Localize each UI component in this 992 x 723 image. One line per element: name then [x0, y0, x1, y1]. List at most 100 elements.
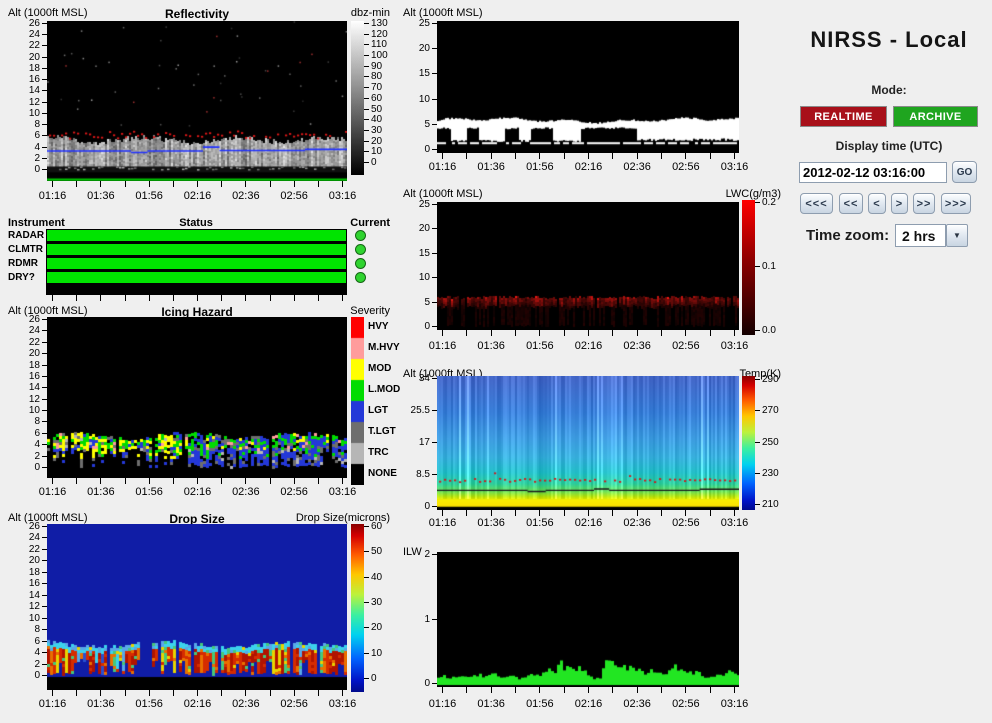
- icing-ytick-label: 16: [28, 370, 40, 382]
- lwc-xtick-label: 01:56: [526, 340, 554, 352]
- icing-xtick-label: 02:56: [280, 486, 308, 498]
- ilw-ytick: [432, 554, 437, 555]
- time-nav-button-2[interactable]: <<: [839, 193, 863, 214]
- time-nav-button-3[interactable]: <: [868, 193, 886, 214]
- lwc-xtick: [588, 330, 589, 336]
- cloud-ytick-label: 25: [418, 18, 430, 29]
- icing-xtick-label: 01:16: [38, 486, 67, 498]
- temp-ytick: [432, 506, 437, 507]
- ilw-xtick: [588, 687, 589, 693]
- dropsize-ytick-label: 4: [34, 647, 40, 659]
- icing-ytick: [42, 319, 47, 320]
- lwc-ytick: [432, 277, 437, 279]
- time-nav-button-4[interactable]: >: [891, 193, 908, 214]
- reflectivity-xtick-label: 01:56: [135, 190, 163, 202]
- time-zoom-select[interactable]: 2 hrs: [895, 224, 946, 247]
- ilw-xtick: [466, 687, 468, 693]
- lwc-ytick-label: 5: [424, 296, 430, 308]
- icing-xtick: [124, 478, 126, 484]
- ilw-xtick-label: 03:16: [720, 698, 749, 710]
- ilw-xtick: [612, 687, 614, 693]
- reflectivity-cbar-tick-label: 20: [371, 135, 383, 147]
- status-xtick: [269, 295, 271, 301]
- time-nav-button-1[interactable]: <<<: [800, 193, 833, 214]
- reflectivity-ytick: [42, 101, 47, 103]
- ilw-xtick: [490, 687, 492, 693]
- reflectivity-xtick: [124, 181, 126, 187]
- dropsize-xtick: [76, 690, 78, 696]
- reflectivity-cbar-tick-label: 100: [371, 50, 388, 62]
- dropsize-ytick: [42, 606, 47, 608]
- dropsize-cbar-tick-label: 50: [371, 546, 383, 558]
- ilw-xtick: [539, 687, 541, 693]
- display-time-input[interactable]: [799, 162, 947, 183]
- temp-cbar-tick-label: 270: [762, 405, 779, 417]
- ilw-xtick-label: 02:16: [574, 698, 603, 710]
- icing-xtick: [197, 478, 198, 484]
- ilw-ytick-label: 2: [424, 549, 430, 560]
- lwc-xtick: [515, 330, 516, 336]
- lwc-xtick: [636, 330, 638, 336]
- ilw-xtick-label: 01:36: [477, 698, 505, 710]
- temp-ytick-label: 25.5: [410, 404, 430, 416]
- reflectivity-cbar-tick: [364, 162, 369, 163]
- lwc-ytick: [432, 204, 437, 205]
- dropsize-xtick-label: 01:16: [38, 698, 67, 710]
- lwc-ytick-label: 20: [418, 223, 430, 235]
- dropsize-cbar-tick: [364, 526, 369, 527]
- temp-xtick: [734, 510, 735, 516]
- reflectivity-cbar-tick: [364, 44, 369, 46]
- reflectivity-xtick: [293, 181, 295, 187]
- lwc-xtick-label: 03:16: [720, 340, 749, 352]
- reflectivity-xtick-label: 02:56: [280, 190, 308, 202]
- icing-severity-label: NONE: [368, 467, 397, 479]
- lwc-cbar-tick-label: 0.1: [762, 261, 776, 272]
- reflectivity-cbar-tick-label: 70: [371, 82, 383, 94]
- lwc-ytick: [432, 228, 437, 230]
- time-zoom-dropdown-button[interactable]: ▼: [946, 224, 968, 247]
- temp-xtick: [539, 510, 541, 516]
- dropsize-xtick-label: 01:36: [87, 698, 115, 710]
- dropsize-cbar-tick-label: 30: [371, 597, 383, 608]
- temp-xtick-label: 02:16: [574, 517, 603, 529]
- ilw-xtick: [636, 687, 638, 693]
- reflectivity-ytick: [42, 90, 47, 92]
- reflectivity-xtick: [148, 181, 150, 187]
- temp-xtick: [636, 510, 638, 516]
- icing-ytick: [42, 432, 47, 434]
- archive-button[interactable]: ARCHIVE: [893, 106, 978, 127]
- ilw-xtick: [661, 687, 662, 693]
- reflectivity-ytick-label: 6: [34, 130, 40, 142]
- cloud-ytick-label: 20: [418, 43, 430, 55]
- dropsize-ytick-label: 20: [28, 555, 40, 567]
- reflectivity-title: Reflectivity: [164, 7, 230, 21]
- dropsize-cbar-tick-label: 10: [371, 647, 383, 659]
- dropsize-ytick: [42, 640, 47, 642]
- dropsize-xtick: [245, 690, 247, 696]
- dropsize-ytick: [42, 525, 47, 527]
- ilw-xtick: [442, 687, 443, 693]
- dropsize-xtick: [221, 690, 223, 696]
- time-nav-button-6[interactable]: >>>: [941, 193, 971, 214]
- icing-ytick-label: 0: [34, 462, 40, 473]
- cloud-xtick: [588, 153, 589, 159]
- go-button[interactable]: GO: [952, 161, 977, 183]
- lwc-ytick: [432, 326, 437, 327]
- ilw-xtick: [709, 687, 711, 693]
- status-xtick: [172, 295, 174, 301]
- cloud-ytick-label: 15: [418, 68, 430, 80]
- status-indicator: [355, 258, 366, 269]
- dropsize-ytick: [42, 629, 47, 631]
- dropsize-ytick: [42, 617, 47, 619]
- lwc-xtick: [734, 330, 735, 336]
- lwc-xtick: [490, 330, 492, 336]
- realtime-button[interactable]: REALTIME: [800, 106, 887, 127]
- dropsize-alt-label: Alt (1000ft MSL): [8, 512, 88, 524]
- reflectivity-xtick: [221, 181, 223, 187]
- reflectivity-cbar-tick: [364, 87, 369, 89]
- reflectivity-xtick-label: 02:16: [183, 190, 212, 202]
- icing-colorbar-label: Severity: [350, 305, 390, 317]
- dropsize-xtick: [124, 690, 126, 696]
- time-nav-button-5[interactable]: >>: [913, 193, 935, 214]
- dropsize-title: Drop Size: [169, 512, 225, 526]
